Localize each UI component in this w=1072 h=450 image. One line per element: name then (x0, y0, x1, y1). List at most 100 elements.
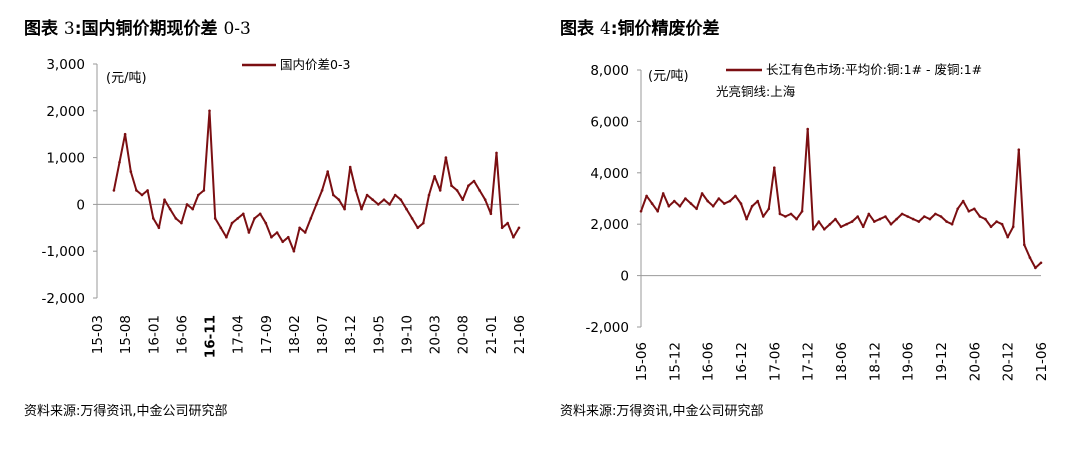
y-tick-label: -2,000 (585, 320, 629, 336)
data-point (845, 222, 848, 226)
data-point (478, 189, 481, 192)
data-point (180, 221, 183, 225)
x-tick-label: 18-02 (287, 315, 303, 354)
data-point (242, 212, 245, 216)
data-point (427, 193, 431, 197)
x-tick-label: 16-06 (174, 315, 190, 354)
data-point (984, 217, 987, 221)
data-point (761, 215, 765, 218)
data-point (388, 203, 391, 206)
x-tick-label: 16-06 (701, 342, 717, 381)
figure-title-text: 国内铜价期现价差 (81, 19, 218, 39)
series-line (112, 109, 520, 253)
x-tick-label: 15-06 (634, 342, 650, 381)
data-point (191, 207, 194, 211)
unit-label: (元/吨) (106, 71, 147, 86)
x-tick-label: 16-01 (146, 315, 162, 354)
data-point (684, 197, 687, 200)
data-point (399, 198, 403, 201)
x-tick-label: 19-10 (399, 315, 415, 354)
data-point (230, 221, 234, 225)
x-tick-label: 21-06 (512, 315, 528, 354)
x-tick-label: 18-12 (867, 342, 883, 381)
data-point (661, 192, 665, 195)
data-point (739, 202, 743, 205)
data-point (247, 231, 251, 234)
data-point (723, 202, 726, 205)
data-point (332, 193, 335, 197)
x-tick-label: 20-12 (1001, 342, 1017, 381)
data-point (298, 226, 301, 230)
data-point (1006, 235, 1009, 239)
data-point (861, 225, 865, 229)
data-point (264, 221, 268, 225)
data-point (393, 193, 397, 197)
data-point (911, 217, 915, 221)
data-point (700, 192, 704, 195)
data-point (337, 198, 341, 201)
data-point (219, 226, 223, 230)
data-point (1017, 148, 1021, 151)
data-point (728, 199, 732, 203)
data-point (823, 228, 826, 231)
data-point (1028, 256, 1032, 259)
data-point (208, 109, 211, 113)
figure-title-text: 铜价精废价差 (617, 19, 720, 39)
chart-panel-right: 图表 4:铜价精废价差 -2,000 0 2,000 4,000 6,000 8,000 1… (536, 0, 1072, 450)
data-point (784, 215, 787, 218)
data-point (438, 189, 442, 192)
x-tick-label: 15-08 (118, 315, 134, 354)
figure-number: 3 (63, 19, 75, 39)
data-point (800, 210, 804, 213)
data-point (185, 203, 189, 206)
data-point (168, 207, 172, 211)
x-tick-label: 20-08 (456, 315, 472, 354)
data-point (856, 215, 859, 218)
data-point (828, 222, 832, 226)
data-point (656, 210, 659, 213)
data-point (146, 189, 149, 192)
data-point (756, 199, 759, 203)
data-point (956, 207, 959, 211)
y-tick-label: 6,000 (590, 114, 629, 130)
y-tick-label: 0 (620, 269, 629, 285)
data-point (270, 235, 273, 239)
data-point (806, 127, 809, 131)
data-point (667, 204, 671, 208)
figure-number: 4 (599, 19, 611, 39)
data-point (1011, 225, 1015, 229)
data-point (467, 184, 470, 187)
data-point (506, 221, 510, 225)
data-point (867, 212, 871, 216)
x-tick-label: 17-12 (801, 342, 817, 381)
data-point (405, 207, 408, 211)
data-point (174, 217, 178, 220)
x-tick-label: 16-11 (203, 315, 219, 358)
data-point (906, 215, 909, 218)
data-point (745, 217, 748, 221)
x-tick-label: 15-03 (90, 315, 106, 354)
data-point (422, 221, 425, 225)
data-point (303, 231, 307, 234)
data-point (410, 217, 414, 220)
data-point (152, 217, 155, 220)
data-point (320, 189, 324, 192)
data-point (455, 189, 459, 192)
data-point (673, 199, 676, 203)
x-tick-label: 19-05 (371, 315, 387, 354)
data-point (945, 220, 948, 223)
data-point (202, 189, 206, 192)
line-chart: -2,000 0 2,000 4,000 6,000 8,000 15-06 15-12 16-… (585, 62, 1050, 381)
data-point (253, 217, 256, 220)
figure-separator: : (610, 19, 618, 39)
data-point (433, 175, 436, 178)
figure-title: 图表 4:铜价精废价差 (560, 14, 720, 39)
data-point (967, 210, 971, 213)
series-line (640, 128, 1042, 269)
data-point (795, 217, 798, 221)
data-point (197, 193, 200, 197)
data-point (225, 235, 228, 239)
data-point (309, 217, 313, 220)
y-tick-label: -1,000 (41, 244, 85, 260)
source-note: 资料来源:万得资讯,中金公司研究部 (24, 404, 228, 419)
